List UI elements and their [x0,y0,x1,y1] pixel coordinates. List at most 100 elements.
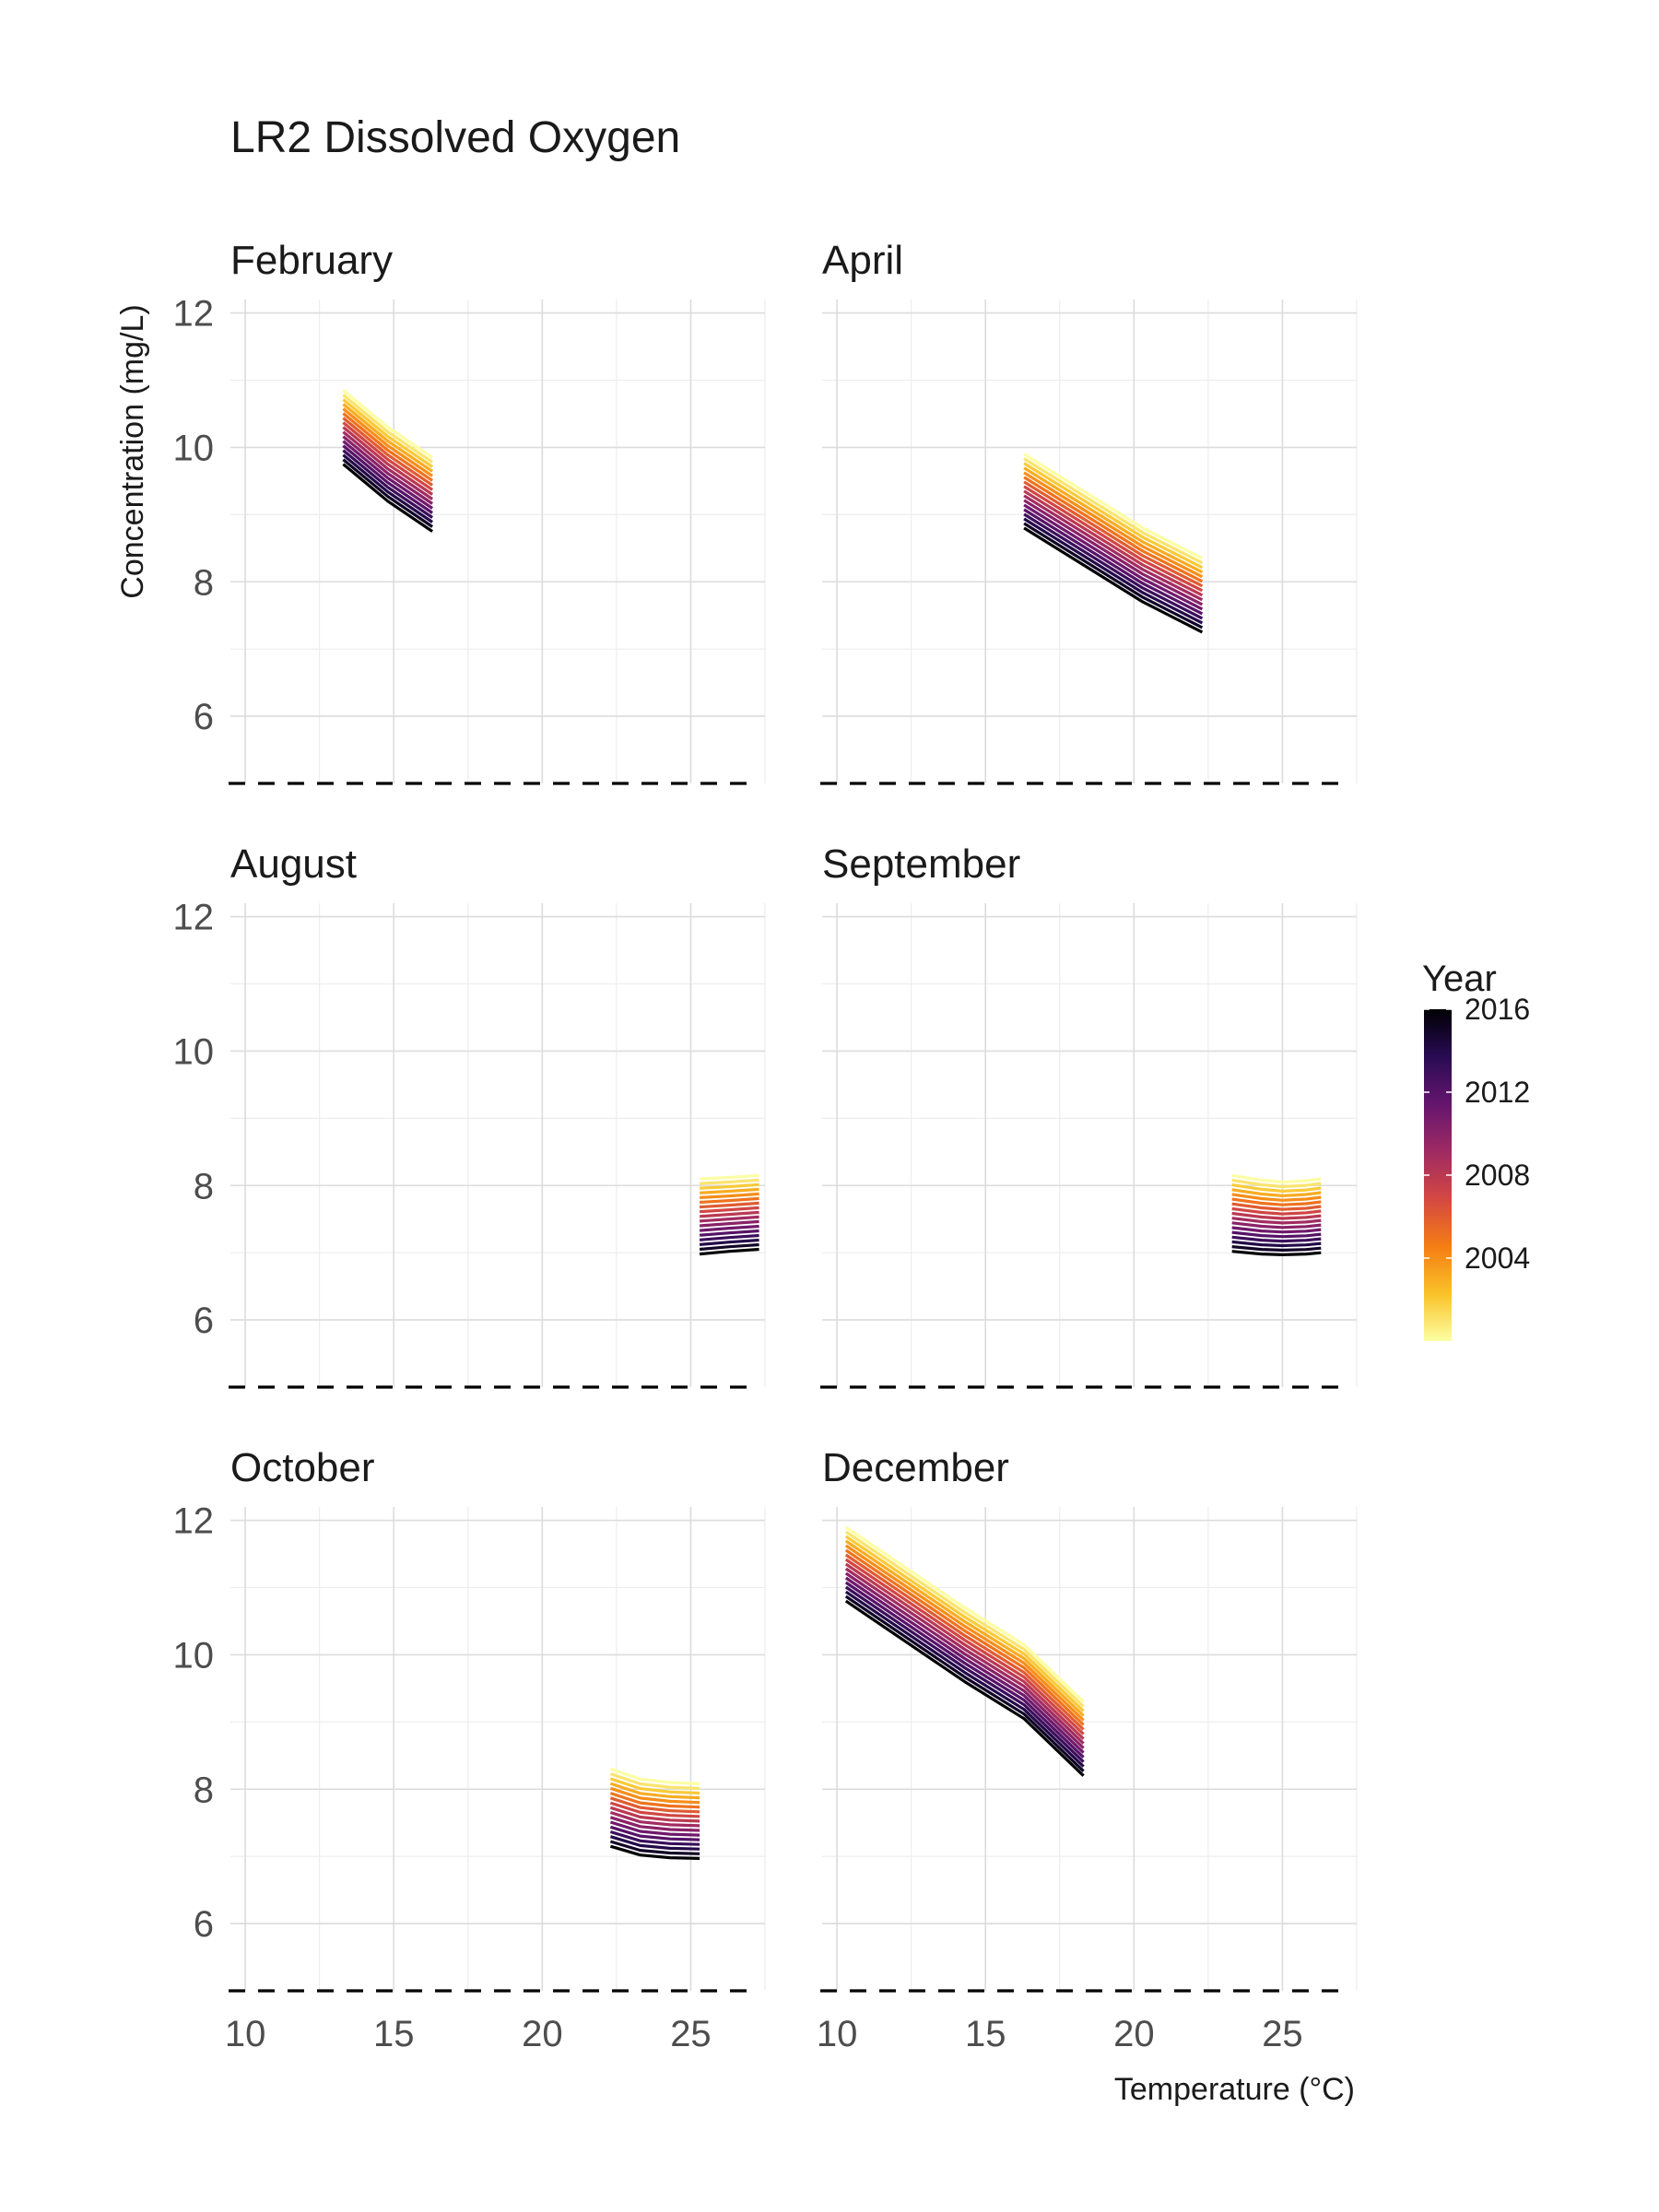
x-tick-label: 10 [817,2014,858,2054]
series-line-2008 [609,1806,700,1823]
series-line-2006 [342,417,433,487]
series-line-2005 [609,1792,700,1809]
series-line-2007 [1231,1206,1322,1216]
series-line-2004 [1231,1193,1322,1202]
series-line-2004 [844,1544,1085,1722]
series-line-2002 [1023,462,1204,570]
series-line-2009 [342,430,433,500]
series-line-2000 [609,1767,700,1785]
series-line-2013 [699,1233,759,1241]
series-line-2008 [844,1562,1085,1740]
series-line-2005 [342,412,433,482]
series-line-2012 [342,444,433,514]
x-axis-label: Temperature (°C) [1114,2072,1355,2107]
series-line-2005 [1231,1197,1322,1206]
series-line-2010 [609,1816,700,1832]
series-line-2010 [1023,499,1204,606]
facet-label: December [822,1445,1009,1490]
series-line-2004 [1023,471,1204,579]
series-line-2000 [700,1173,759,1181]
series-line-2010 [844,1571,1085,1749]
series-line-2003 [1231,1188,1322,1198]
series-line-2009 [699,1215,759,1223]
series-line-2009 [1231,1217,1322,1225]
series-line-2016 [1023,526,1204,634]
series-line-2003 [1023,466,1204,574]
series-line-2015 [699,1242,759,1252]
series-line-2013 [844,1585,1085,1763]
x-tick-label: 20 [1113,2014,1155,2054]
series-line-2010 [1231,1221,1322,1230]
legend-label: 2012 [1465,1076,1530,1109]
series-line-2014 [699,1238,759,1246]
x-tick-label: 10 [225,2014,266,2054]
series-line-2008 [1231,1211,1322,1220]
series-line-2009 [609,1810,700,1828]
series-line-2015 [342,458,433,528]
series-line-2006 [700,1201,759,1209]
legend-label: 2004 [1465,1241,1530,1275]
y-tick-label: 6 [194,1904,214,1945]
x-tick-label: 25 [1262,2014,1303,2054]
x-tick-label: 20 [522,2014,563,2054]
chart-title: LR2 Dissolved Oxygen [230,113,680,162]
series-line-2004 [342,407,433,477]
series-line-2013 [609,1830,700,1846]
series-line-2013 [1023,512,1204,620]
series-line-2012 [844,1581,1085,1759]
y-tick-label: 12 [173,898,215,938]
panel-april: April [820,238,1358,785]
series-line-2012 [699,1229,759,1237]
panel-september: September [820,841,1358,1389]
legend-label: 2016 [1465,993,1530,1026]
facet-label: August [230,841,357,887]
series-line-2001 [342,394,433,464]
series-line-2015 [1023,522,1204,629]
panel-august: August 6 8 10 12 [173,841,766,1389]
series-line-2003 [609,1782,700,1800]
x-tick-label: 15 [373,2014,415,2054]
y-tick-label: 10 [173,1031,215,1072]
y-tick-label: 10 [173,428,215,468]
series-line-2002 [700,1182,759,1190]
panel-october: October 6 8 10 12 10 15 20 25 [173,1445,766,2054]
series-line-2015 [609,1840,700,1855]
series-line-2006 [1231,1202,1322,1211]
series-line-2003 [844,1539,1085,1717]
series-line-2002 [1231,1183,1322,1194]
series-line-2001 [1231,1178,1322,1189]
series-line-2011 [609,1820,700,1837]
series-line-2002 [342,398,433,468]
series-line-2015 [844,1594,1085,1772]
facet-panels: February 6 8 10 12 April August 6 8 10 12 September… [173,238,1358,2054]
y-tick-label: 10 [173,1635,215,1676]
series-line-2009 [1023,494,1204,602]
series-line-2011 [699,1224,759,1232]
series-line-2013 [1231,1235,1322,1243]
series-line-2006 [609,1796,700,1814]
series-line-2015 [1231,1245,1322,1253]
series-line-2000 [1023,453,1204,560]
series-line-2007 [844,1558,1085,1735]
series-line-2004 [609,1786,700,1805]
series-line-2001 [609,1772,700,1791]
series-line-2014 [844,1590,1085,1768]
series-line-2010 [699,1219,759,1228]
series-line-2002 [609,1777,700,1795]
x-tick-label: 15 [965,2014,1006,2054]
facet-label: October [230,1445,375,1490]
series-line-2016 [342,463,433,533]
series-line-2014 [1231,1240,1322,1248]
series-line-2012 [1231,1230,1322,1239]
series-line-2003 [700,1187,759,1194]
series-line-2008 [699,1210,759,1218]
y-tick-label: 8 [194,1770,214,1810]
series-line-2006 [844,1553,1085,1731]
y-tick-label: 6 [194,1300,214,1341]
series-line-2003 [342,403,433,473]
series-line-2011 [844,1576,1085,1754]
series-line-2002 [844,1535,1085,1712]
series-line-2013 [342,449,433,519]
